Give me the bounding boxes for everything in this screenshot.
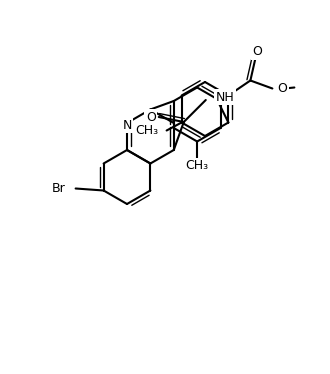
Text: O: O [278, 82, 287, 95]
Text: N: N [122, 119, 132, 132]
Text: O: O [252, 45, 262, 58]
Text: CH₃: CH₃ [136, 124, 159, 137]
Text: CH₃: CH₃ [185, 159, 209, 172]
Text: NH: NH [216, 91, 235, 104]
Text: Br: Br [52, 182, 66, 195]
Text: O: O [146, 110, 156, 123]
